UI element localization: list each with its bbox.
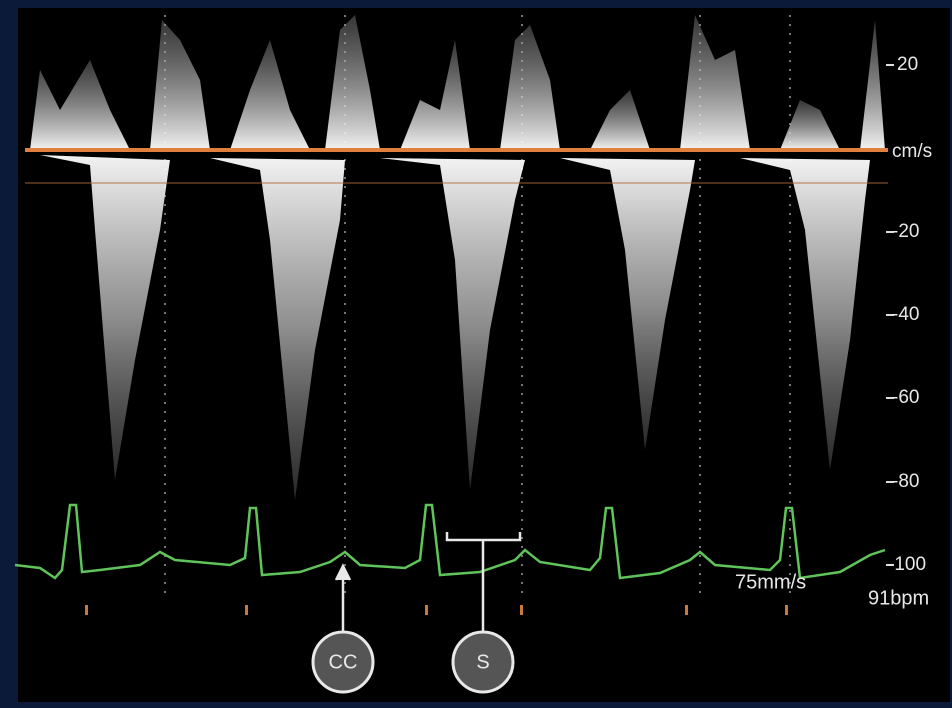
callout-label: CC — [329, 651, 358, 673]
scale-label: -20 — [892, 221, 919, 242]
page: 20 cm/s -20 -40 -60 -80 -100 75mm/s 91bp… — [0, 0, 952, 708]
doppler-image: 20 cm/s -20 -40 -60 -80 -100 75mm/s 91bp… — [0, 0, 952, 708]
heart-rate: 91bpm — [868, 587, 929, 609]
callout-label: S — [476, 651, 489, 673]
scale-unit: cm/s — [892, 141, 932, 162]
scale-label: 20 — [897, 54, 918, 75]
scale-label: -40 — [892, 304, 919, 325]
scale-label: -100 — [888, 554, 926, 575]
sweep-speed: 75mm/s — [735, 571, 806, 593]
scale-label: -60 — [892, 387, 919, 408]
scale-label: -80 — [892, 471, 919, 492]
